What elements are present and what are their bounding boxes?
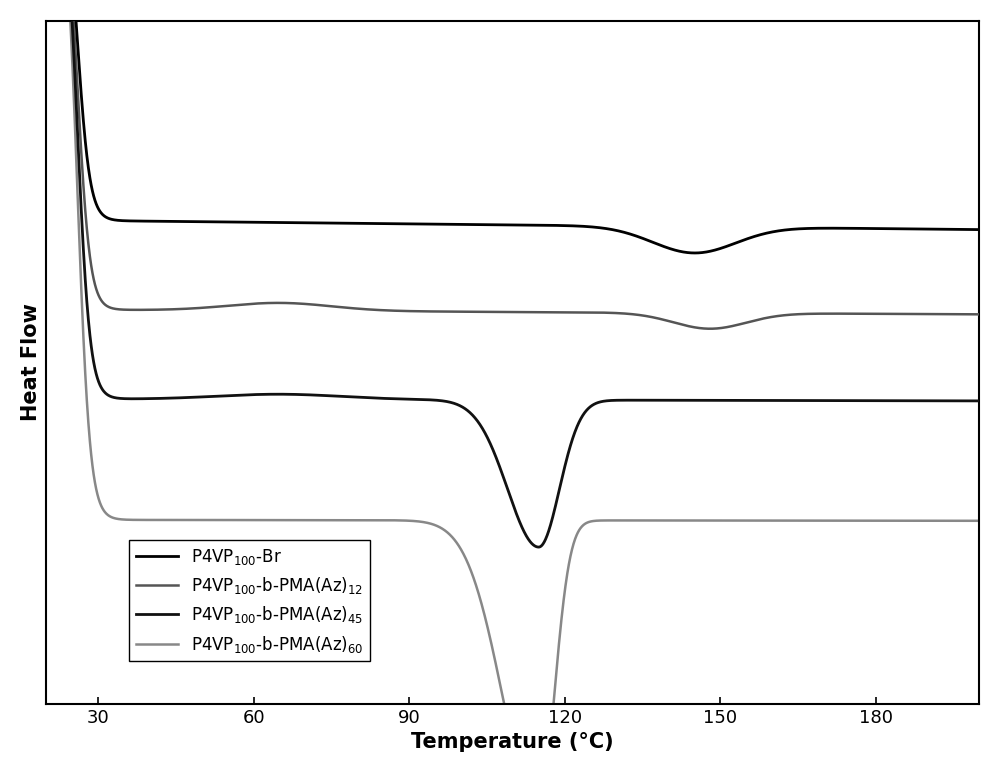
Y-axis label: Heat Flow: Heat Flow xyxy=(21,303,41,421)
X-axis label: Temperature (°C): Temperature (°C) xyxy=(411,732,614,752)
Legend: P4VP$_{100}$-Br, P4VP$_{100}$-b-PMA(Az)$_{12}$, P4VP$_{100}$-b-PMA(Az)$_{45}$, P: P4VP$_{100}$-Br, P4VP$_{100}$-b-PMA(Az)$… xyxy=(129,540,370,661)
